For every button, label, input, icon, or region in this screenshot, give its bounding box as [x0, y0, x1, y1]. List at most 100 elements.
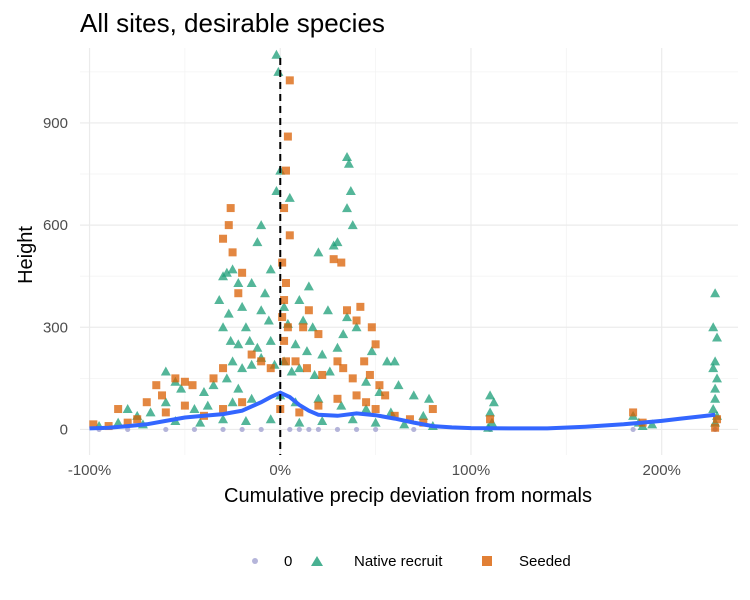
- native-recruit-point: [708, 322, 719, 332]
- seeded-point: [629, 408, 638, 417]
- native-recruit-point: [712, 332, 723, 342]
- seeded-point: [337, 258, 346, 267]
- native-recruit-point: [317, 349, 328, 359]
- y-axis-ticks: 0 300 600 900: [43, 115, 68, 439]
- seeded-point: [390, 411, 399, 420]
- native-recruit-point: [342, 203, 353, 213]
- seeded-point: [356, 302, 365, 311]
- native-recruit-point: [324, 366, 335, 376]
- native-recruit-point: [214, 295, 225, 305]
- legend-seeded-marker: [482, 556, 492, 566]
- native-recruit-point: [338, 329, 349, 339]
- zero-point: [220, 426, 226, 433]
- native-recruit-point: [218, 322, 229, 332]
- seeded-point: [352, 391, 361, 400]
- native-recruit-point: [279, 301, 290, 311]
- zero-point: [287, 426, 293, 433]
- native-recruit-point: [332, 342, 343, 352]
- native-recruit-point: [189, 404, 200, 414]
- legend-seeded-label: Seeded: [519, 553, 571, 570]
- native-recruit-point: [256, 220, 267, 230]
- seeded-point: [371, 340, 380, 349]
- native-recruit-point: [237, 301, 248, 311]
- native-recruit-point: [418, 410, 429, 420]
- seeded-point: [266, 364, 275, 373]
- native-recruit-point: [195, 417, 206, 427]
- seeded-point: [281, 166, 290, 175]
- zero-point: [411, 426, 417, 433]
- native-recruit-point: [347, 414, 358, 424]
- native-recruit-point: [227, 264, 238, 274]
- native-recruit-point: [317, 415, 328, 425]
- native-recruit-point: [202, 400, 213, 410]
- native-recruit-point: [252, 237, 263, 247]
- seeded-point: [234, 289, 243, 298]
- native-recruit-series: [94, 49, 723, 432]
- legend-native-marker: [311, 556, 323, 566]
- seeded-point: [226, 204, 235, 213]
- smooth-trend-line: [89, 390, 716, 431]
- native-recruit-point: [328, 240, 339, 250]
- native-recruit-point: [252, 342, 263, 352]
- y-tick-label: 300: [43, 319, 68, 336]
- seeded-point: [352, 316, 361, 325]
- legend-zero-marker: [252, 558, 258, 564]
- seeded-point: [280, 296, 289, 305]
- native-recruit-point: [208, 380, 219, 390]
- seeded-point: [329, 255, 338, 264]
- native-recruit-point: [198, 386, 209, 396]
- native-recruit-point: [298, 315, 309, 325]
- native-recruit-point: [342, 151, 353, 161]
- y-tick-label: 0: [60, 421, 68, 438]
- native-recruit-point: [233, 278, 244, 288]
- seeded-point: [283, 132, 292, 141]
- y-tick-label: 600: [43, 217, 68, 234]
- native-recruit-point: [263, 315, 274, 325]
- native-recruit-point: [218, 414, 229, 424]
- y-axis-title: Height: [15, 226, 37, 284]
- native-recruit-point: [710, 288, 721, 298]
- native-recruit-point: [710, 383, 721, 393]
- seeded-point: [314, 401, 323, 410]
- native-recruit-point: [424, 393, 435, 403]
- native-recruit-point: [237, 363, 248, 373]
- zero-point: [373, 426, 379, 433]
- native-recruit-point: [309, 369, 320, 379]
- seeded-point: [428, 405, 437, 414]
- native-recruit-point: [485, 407, 496, 417]
- native-recruit-point: [122, 404, 133, 414]
- grid: [80, 48, 738, 455]
- native-recruit-point: [271, 186, 282, 196]
- x-axis-ticks: -100% 0% 100% 200%: [68, 462, 681, 479]
- native-recruit-point: [223, 308, 234, 318]
- native-recruit-point: [647, 419, 658, 429]
- native-recruit-point: [393, 380, 404, 390]
- zero-point: [630, 426, 636, 433]
- native-recruit-point: [145, 407, 156, 417]
- zero-point: [306, 426, 312, 433]
- seeded-point: [123, 418, 132, 427]
- zero-point: [163, 426, 169, 433]
- native-recruit-point: [313, 247, 324, 257]
- seeded-point: [180, 401, 189, 410]
- seeded-point: [713, 415, 722, 424]
- native-recruit-point: [273, 66, 284, 76]
- seeded-point: [318, 370, 327, 379]
- native-recruit-point: [336, 400, 347, 410]
- native-recruit-point: [233, 339, 244, 349]
- seeded-point: [304, 306, 313, 315]
- seeded-point: [171, 374, 180, 383]
- seeded-point: [365, 370, 374, 379]
- seeded-point: [339, 364, 348, 373]
- native-recruit-point: [488, 397, 499, 407]
- seeded-point: [299, 323, 308, 332]
- native-recruit-point: [351, 322, 362, 332]
- seeded-point: [295, 408, 304, 417]
- native-recruit-point: [347, 220, 358, 230]
- x-tick-label: 200%: [643, 462, 681, 479]
- native-recruit-point: [307, 322, 318, 332]
- seeded-point: [486, 415, 495, 424]
- chart-title: All sites, desirable species: [80, 8, 385, 38]
- native-recruit-point: [322, 305, 333, 315]
